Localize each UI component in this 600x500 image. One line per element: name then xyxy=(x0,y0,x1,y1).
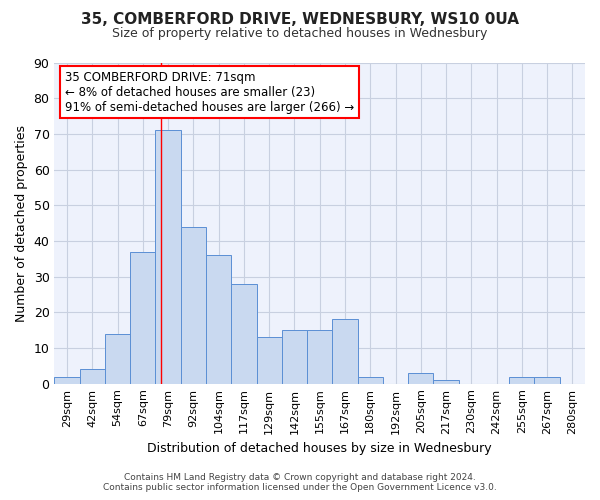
Bar xyxy=(181,226,206,384)
Bar xyxy=(535,376,560,384)
Text: Contains HM Land Registry data © Crown copyright and database right 2024.
Contai: Contains HM Land Registry data © Crown c… xyxy=(103,473,497,492)
Bar xyxy=(155,130,181,384)
Bar xyxy=(307,330,332,384)
Bar xyxy=(358,376,383,384)
Bar xyxy=(433,380,458,384)
Bar xyxy=(509,376,535,384)
Bar xyxy=(282,330,307,384)
Text: 35 COMBERFORD DRIVE: 71sqm
← 8% of detached houses are smaller (23)
91% of semi-: 35 COMBERFORD DRIVE: 71sqm ← 8% of detac… xyxy=(65,70,354,114)
Bar xyxy=(332,320,358,384)
Bar xyxy=(408,373,433,384)
Bar xyxy=(206,255,231,384)
Bar xyxy=(257,338,282,384)
Bar xyxy=(231,284,257,384)
X-axis label: Distribution of detached houses by size in Wednesbury: Distribution of detached houses by size … xyxy=(148,442,492,455)
Bar xyxy=(105,334,130,384)
Text: Size of property relative to detached houses in Wednesbury: Size of property relative to detached ho… xyxy=(112,28,488,40)
Bar xyxy=(80,370,105,384)
Y-axis label: Number of detached properties: Number of detached properties xyxy=(15,124,28,322)
Bar xyxy=(130,252,155,384)
Bar xyxy=(55,376,80,384)
Text: 35, COMBERFORD DRIVE, WEDNESBURY, WS10 0UA: 35, COMBERFORD DRIVE, WEDNESBURY, WS10 0… xyxy=(81,12,519,28)
